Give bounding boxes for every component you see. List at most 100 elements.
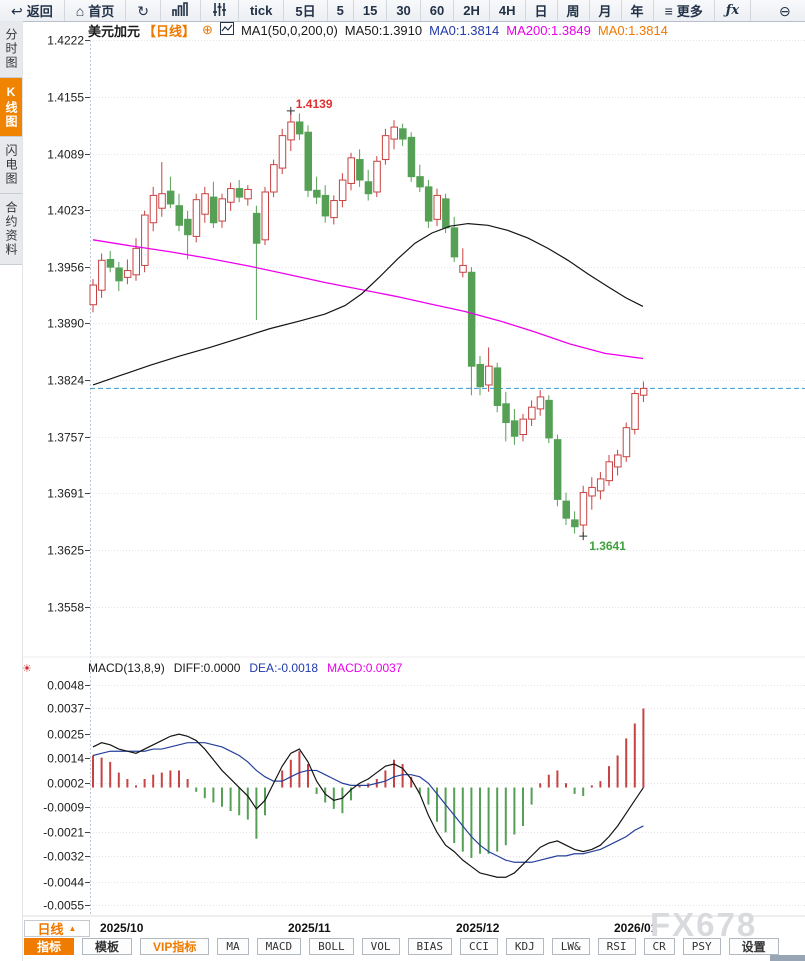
tab-rsi[interactable]: RSI xyxy=(597,938,636,955)
tab-macd[interactable]: MACD xyxy=(256,938,302,955)
candle-body xyxy=(399,128,407,140)
toolbar-tick-button[interactable]: tick xyxy=(239,0,285,21)
toolbar-m15-button[interactable]: 15 xyxy=(354,0,388,21)
toolbar-day-button[interactable]: 日 xyxy=(526,0,558,21)
tab-cr[interactable]: CR xyxy=(643,938,675,955)
toolbar-back-back-icon[interactable]: ↩ 返回 xyxy=(0,0,65,21)
macd-axis-label: -0.0055 xyxy=(43,899,84,913)
period-dropdown-button[interactable]: 日线 ▲ xyxy=(24,920,90,937)
ma50-line xyxy=(92,222,644,386)
toolbar-5d-button[interactable]: 5日 xyxy=(284,0,328,21)
price-axis-label: 1.3558 xyxy=(47,601,84,615)
toolbar-m5-button[interactable]: 5 xyxy=(328,0,354,21)
bottom-scroll-handle[interactable] xyxy=(770,955,805,961)
toolbar-m30-button[interactable]: 30 xyxy=(387,0,421,21)
sidebar-tab-kline-chart[interactable]: K线图 xyxy=(0,78,22,137)
price-axis-label: 1.3757 xyxy=(47,431,84,445)
candle-body xyxy=(622,427,631,458)
toolbar-fx-button[interactable]: ƒx xyxy=(715,0,752,21)
ma0-orange-value: MA0:1.3814 xyxy=(597,22,668,38)
candle-body xyxy=(536,396,545,410)
macd-axis-label: -0.0032 xyxy=(43,850,84,864)
expand-plus-icon[interactable]: ⊕ xyxy=(202,22,213,37)
candle-body xyxy=(364,181,373,195)
ma200-value: MA200:1.3849 xyxy=(506,22,591,38)
candle-body xyxy=(356,159,364,181)
candle-body xyxy=(115,267,123,282)
candle-body xyxy=(373,160,381,193)
chart-title-row: 美元加元 【日线】 ⊕ MA1(50,0,200,0) MA50:1.3910 M… xyxy=(88,22,668,39)
tab-indicators[interactable]: 指标 xyxy=(24,938,75,955)
toolbar-refresh-refresh-icon[interactable]: ↻ xyxy=(126,0,161,21)
toolbar-h4-button[interactable]: 4H xyxy=(490,0,526,21)
sidebar-tab-time-chart[interactable]: 分时图 xyxy=(0,21,22,78)
toolbar-label: tick xyxy=(249,3,273,18)
zoomout-icon: ⊖ xyxy=(779,2,791,19)
macd-axis-label: 0.0025 xyxy=(47,728,84,742)
sliders-icon xyxy=(212,2,227,20)
toolbar-home-home-icon[interactable]: ⌂ 首页 xyxy=(65,0,127,21)
candle-body xyxy=(270,164,278,193)
candle-body xyxy=(605,461,613,482)
sidebar-tab-contract-info[interactable]: 合约资料 xyxy=(0,194,22,265)
candle-body xyxy=(227,188,235,203)
date-label: 2025/12 xyxy=(456,921,500,935)
tab-vip-indicators[interactable]: VIP指标 xyxy=(140,938,210,955)
toolbar-more-menu-icon[interactable]: ≡ 更多 xyxy=(654,0,715,21)
candle-body xyxy=(614,454,622,468)
candle-body xyxy=(218,198,226,222)
toolbar-label: 周 xyxy=(566,4,580,19)
home-icon: ⌂ xyxy=(75,2,85,19)
macd-value: MACD:0.0037 xyxy=(327,660,403,675)
dea-line xyxy=(92,742,644,863)
candle-body xyxy=(209,196,218,224)
toolbar-label: 30 xyxy=(396,3,411,18)
macd-axis-label: 0.0048 xyxy=(47,679,84,693)
tab-cci[interactable]: CCI xyxy=(460,938,498,955)
tab-boll[interactable]: BOLL xyxy=(309,938,354,955)
macd-settings-icon[interactable]: ☀ xyxy=(22,663,32,675)
price-axis-label: 1.3890 xyxy=(47,317,84,331)
tab-bias[interactable]: BIAS xyxy=(407,938,452,955)
toolbar-chart-style-bars-icon[interactable] xyxy=(161,0,201,21)
candle-body xyxy=(192,199,201,237)
toolbar-label: 5 xyxy=(336,3,344,18)
triangle-up-icon: ▲ xyxy=(68,924,77,933)
toolbar-zoom-out-zoomout-icon[interactable]: ⊖ xyxy=(768,0,805,21)
toolbar-h2-button[interactable]: 2H xyxy=(454,0,490,21)
tab-psy[interactable]: PSY xyxy=(682,938,721,955)
toolbar-month-button[interactable]: 月 xyxy=(590,0,622,21)
tab-settings[interactable]: 设置 xyxy=(728,938,779,955)
tab-ma[interactable]: MA xyxy=(217,938,249,955)
candle-body xyxy=(502,403,510,424)
toolbar-label: 4H xyxy=(498,3,516,18)
candle-body xyxy=(175,205,183,226)
tab-lw[interactable]: LW& xyxy=(551,938,590,955)
macd-label-row: MACD(13,8,9) DIFF:0.0000 DEA:-0.0018 MAC… xyxy=(88,660,402,675)
tab-vol[interactable]: VOL xyxy=(361,938,400,955)
sidebar-tab-flash-chart[interactable]: 闪电图 xyxy=(0,137,22,194)
toolbar-label: 年 xyxy=(630,4,644,19)
candle-body xyxy=(485,365,493,386)
ma0-blue-value: MA0:1.3814 xyxy=(429,22,500,38)
diff-value: DIFF:0.0000 xyxy=(173,660,241,675)
candle-body xyxy=(433,194,441,220)
candle-body xyxy=(588,486,596,497)
toolbar-label: 60 xyxy=(429,3,445,18)
mini-chart-icon[interactable] xyxy=(219,22,234,38)
candle-body xyxy=(132,247,140,276)
toolbar-year-button[interactable]: 年 xyxy=(622,0,654,21)
price-axis-label: 1.3625 xyxy=(47,544,84,558)
ma-settings-label: MA1(50,0,200,0) xyxy=(240,22,338,38)
price-axis-label: 1.4023 xyxy=(47,204,84,218)
tab-kdj[interactable]: KDJ xyxy=(505,938,544,955)
candle-body xyxy=(321,194,330,217)
candle-body xyxy=(89,284,97,306)
toolbar-week-button[interactable]: 周 xyxy=(558,0,590,21)
tab-templates[interactable]: 模板 xyxy=(82,938,133,955)
toolbar-indicator-sliders-icon[interactable] xyxy=(201,0,239,21)
ma200-line xyxy=(92,239,644,360)
toolbar-m60-button[interactable]: 60 xyxy=(421,0,455,21)
